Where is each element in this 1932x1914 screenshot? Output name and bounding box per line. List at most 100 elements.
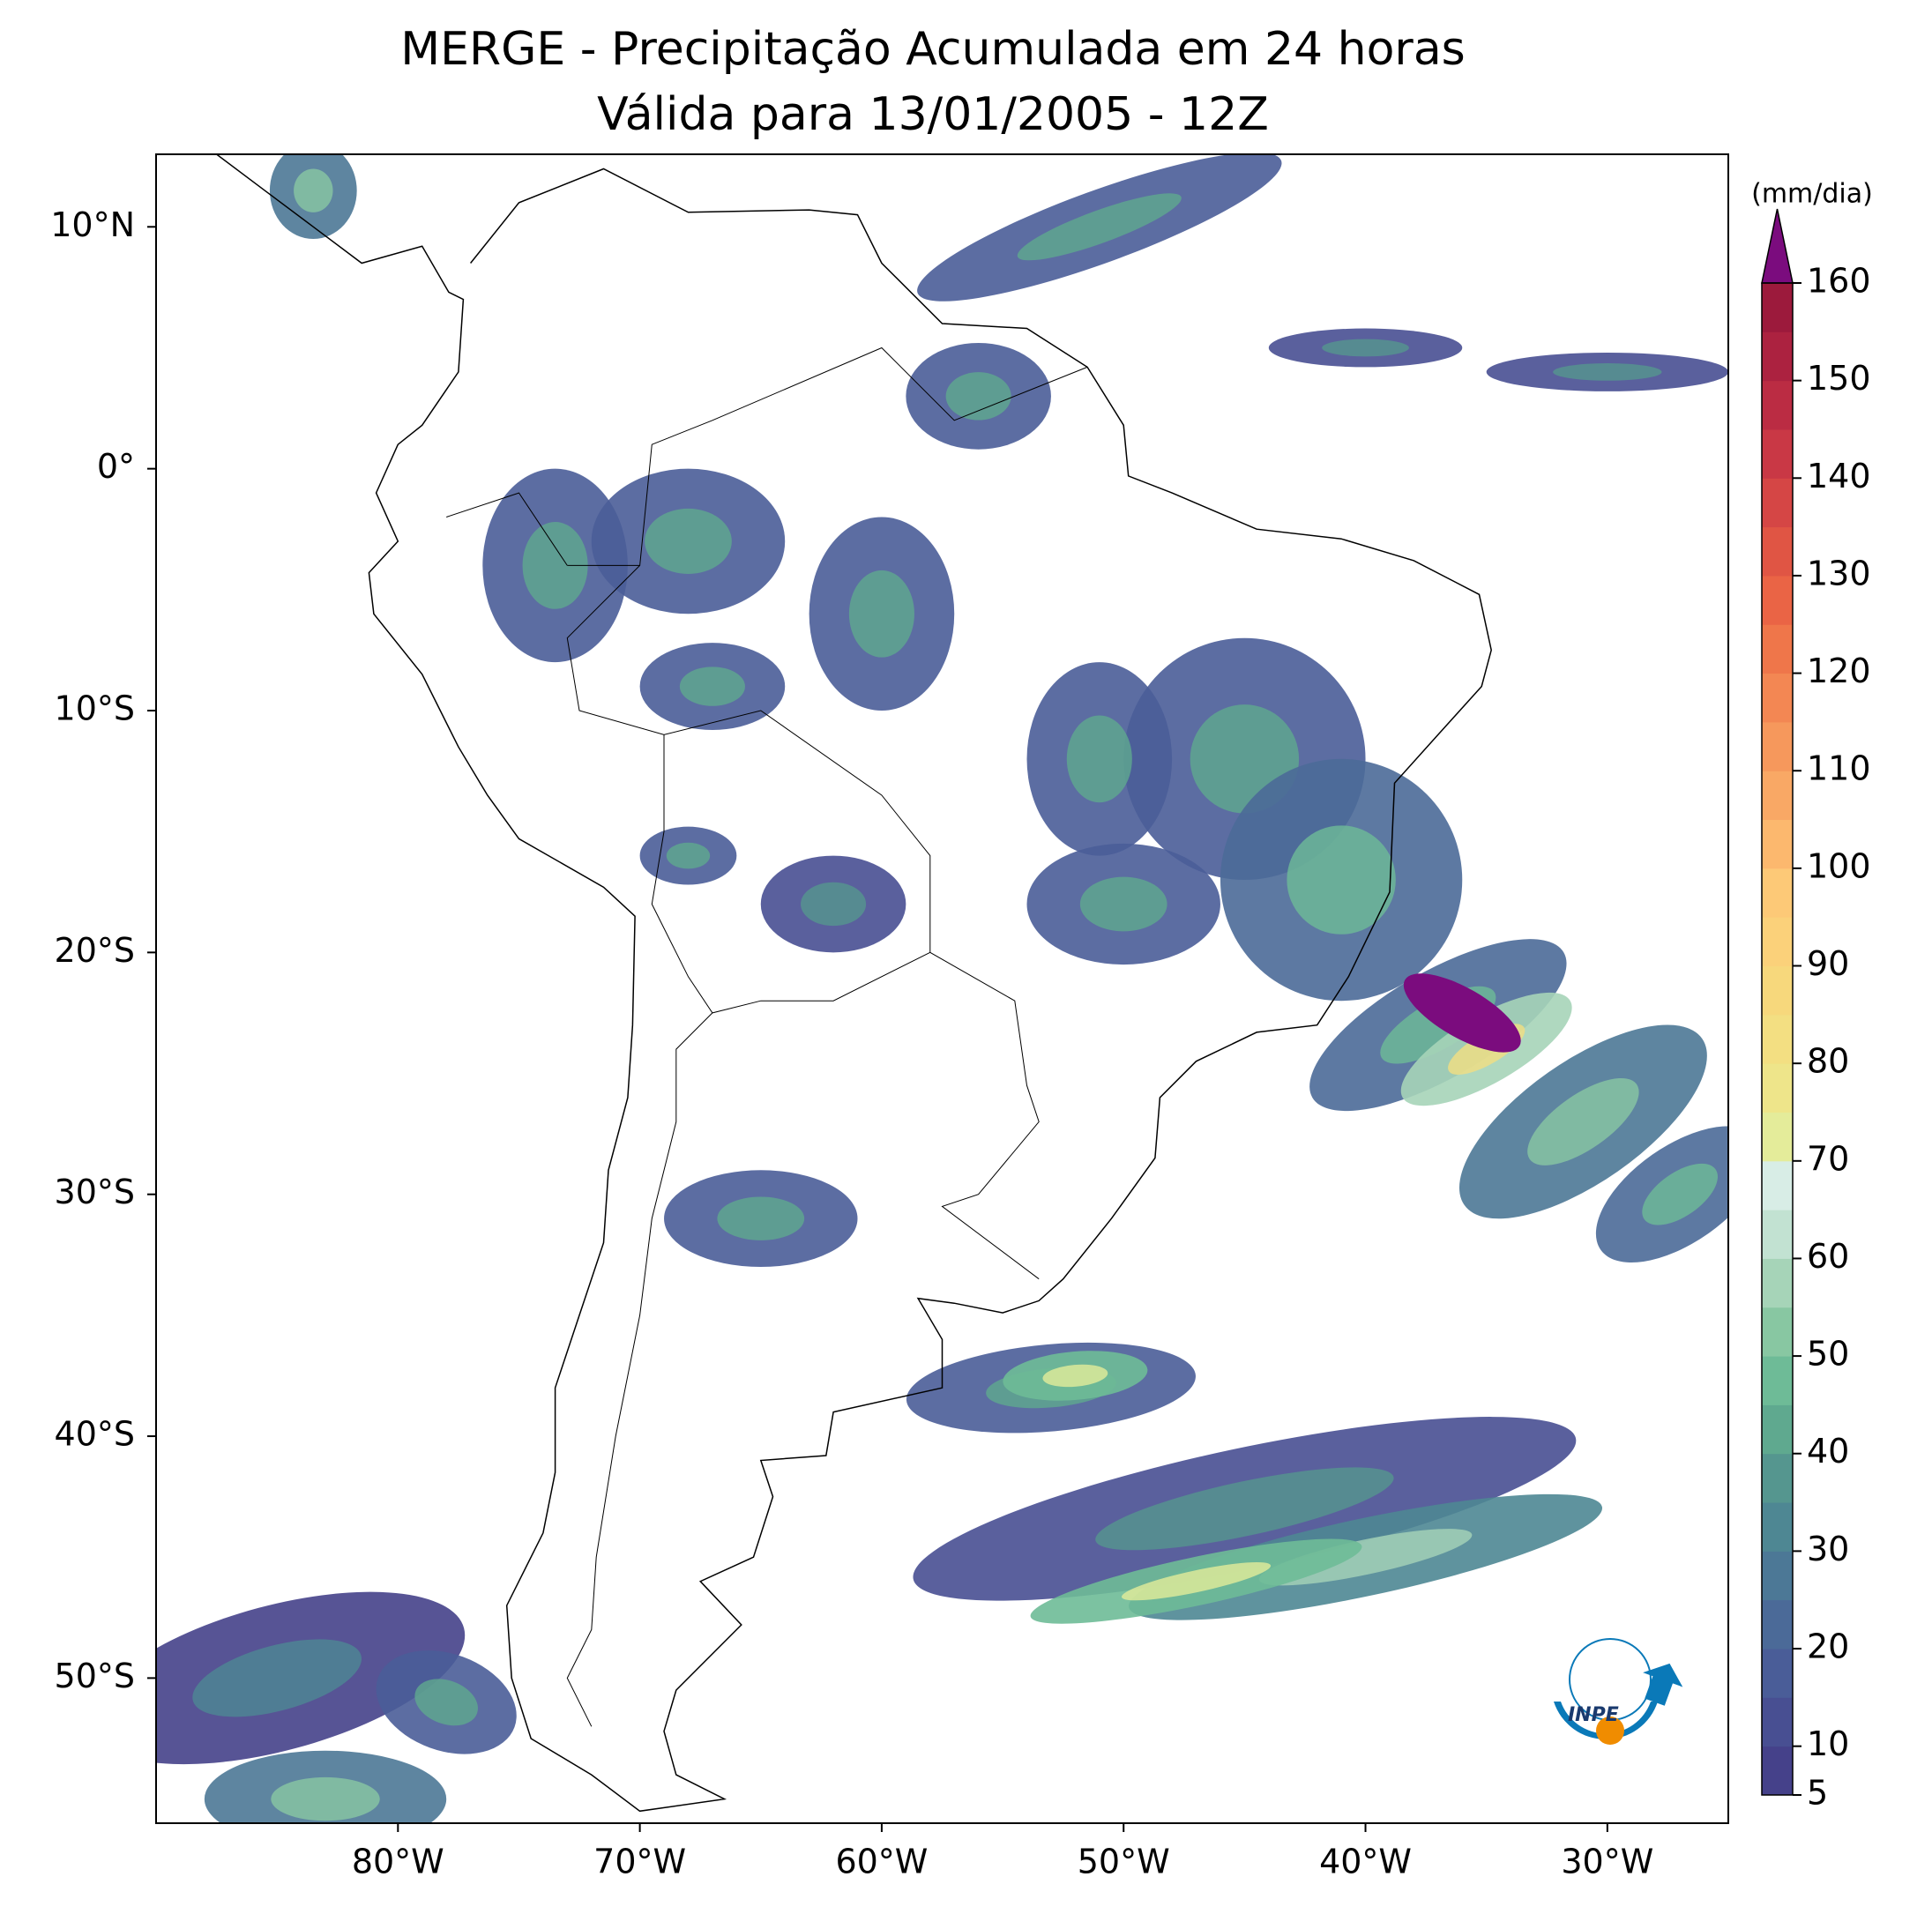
colorbar-tick-label: 5	[1807, 1774, 1828, 1813]
colorbar-band	[1762, 1697, 1793, 1747]
colorbar-tick-label: 120	[1807, 652, 1871, 690]
colorbar-band	[1762, 771, 1793, 821]
logo-sun	[1596, 1717, 1624, 1745]
precip-core	[1403, 973, 1521, 1053]
colorbar-band	[1762, 1599, 1793, 1650]
logo-text: INPE	[1568, 1704, 1619, 1726]
coastline	[213, 154, 1492, 1813]
colorbar-band	[1762, 917, 1793, 967]
colorbar-tick-label: 130	[1807, 554, 1871, 592]
y-tick-label: 20°S	[55, 931, 135, 970]
precip-core	[1527, 1077, 1639, 1166]
precip-core	[1322, 339, 1409, 357]
colorbar-band	[1762, 1404, 1793, 1455]
colorbar-tick-label: 70	[1807, 1139, 1849, 1178]
colorbar-band	[1762, 1014, 1793, 1064]
colorbar-tick-label: 60	[1807, 1237, 1849, 1276]
precip-core	[848, 570, 914, 658]
colorbar-band	[1762, 1258, 1793, 1308]
country-border	[566, 565, 1040, 1280]
colorbar-unit: (mm/dia)	[1751, 179, 1873, 210]
precip-core	[645, 508, 732, 574]
colorbar-band	[1762, 526, 1793, 577]
colorbar-tick-label: 40	[1807, 1432, 1849, 1471]
plot-area	[156, 154, 1728, 1823]
y-tick-label: 10°S	[55, 689, 135, 728]
colorbar-band	[1762, 673, 1793, 723]
colorbar-tick-label: 10	[1807, 1724, 1849, 1763]
precip-core	[192, 1639, 362, 1717]
colorbar-tick-label: 150	[1807, 359, 1871, 398]
colorbar-frame	[1761, 282, 1794, 1796]
colorbar-band	[1762, 1307, 1793, 1357]
colorbar-band	[1762, 380, 1793, 430]
x-tick-label: 60°W	[835, 1843, 928, 1881]
x-tick-label: 50°W	[1078, 1843, 1170, 1881]
colorbar-band	[1762, 283, 1793, 332]
precip-core	[522, 522, 588, 609]
precip-core	[1042, 1364, 1108, 1388]
precip-core	[414, 1679, 478, 1726]
y-tick-label: 40°S	[55, 1415, 135, 1454]
x-tick-label: 40°W	[1319, 1843, 1412, 1881]
colorbar-band	[1762, 721, 1793, 771]
colorbar-band	[1762, 428, 1793, 479]
precip-core	[1287, 825, 1396, 935]
colorbar-band	[1762, 1502, 1793, 1552]
colorbar-extend	[1761, 208, 1794, 284]
colorbar-band	[1762, 1356, 1793, 1405]
colorbar-band	[1762, 331, 1793, 382]
precip-core	[679, 667, 745, 706]
precip-core	[1017, 193, 1182, 261]
map-subtitle: Válida para 13/01/2005 - 12Z	[597, 88, 1269, 141]
precip-core	[801, 882, 867, 927]
colorbar-tick-label: 80	[1807, 1042, 1849, 1081]
precip-core	[1079, 876, 1167, 932]
colorbar-band	[1762, 478, 1793, 528]
logo: INPE	[1521, 1617, 1706, 1792]
precip-core	[666, 842, 711, 869]
colorbar-band	[1762, 1746, 1793, 1796]
plot-frame	[155, 153, 1729, 1824]
colorbar-band	[1762, 1063, 1793, 1113]
x-tick-label: 30°W	[1561, 1843, 1653, 1881]
precip-core	[1642, 1163, 1718, 1225]
logo-arrow	[1643, 1663, 1683, 1706]
colorbar-band	[1762, 1649, 1793, 1698]
colorbar-tick-label: 30	[1807, 1530, 1849, 1568]
y-tick-label: 0°	[97, 447, 135, 486]
colorbar-tick-label: 20	[1807, 1627, 1849, 1666]
colorbar-band	[1762, 575, 1793, 625]
country-border	[566, 1012, 713, 1727]
colorbar-band	[1762, 1112, 1793, 1162]
colorbar-band	[1762, 1453, 1793, 1503]
colorbar: 5 10 20 30 40 50 60 70 80 90 100 110 120 130 140 150 160	[1761, 208, 1871, 1813]
colorbar-band	[1762, 868, 1793, 918]
y-tick-label: 10°N	[50, 205, 135, 244]
colorbar-band	[1762, 1160, 1793, 1210]
precip-core	[1553, 363, 1662, 381]
colorbar-band	[1762, 1210, 1793, 1259]
precip-core	[1095, 1467, 1394, 1551]
precip-core	[271, 1776, 380, 1821]
country-border	[446, 492, 568, 566]
colorbar-tick-label: 100	[1807, 846, 1871, 885]
precip-core	[717, 1196, 805, 1240]
x-tick-label: 80°W	[352, 1843, 444, 1881]
colorbar-tick-label: 160	[1807, 262, 1871, 301]
precip-core	[1066, 715, 1132, 803]
colorbar-tick-label: 140	[1807, 457, 1871, 495]
colorbar-tick-label: 50	[1807, 1335, 1849, 1374]
x-tick-label: 70°W	[593, 1843, 686, 1881]
precip-core	[945, 372, 1011, 421]
precip-core	[1121, 1562, 1272, 1601]
country-border	[651, 734, 931, 1014]
colorbar-band	[1762, 1551, 1793, 1601]
y-tick-label: 50°S	[55, 1657, 135, 1695]
colorbar-band	[1762, 819, 1793, 869]
map-title: MERGE - Precipitação Acumulada em 24 hor…	[400, 23, 1466, 76]
colorbar-tick-label: 110	[1807, 749, 1871, 788]
logo-box	[1521, 1617, 1706, 1792]
logo-swoosh	[1554, 1702, 1658, 1739]
colorbar-tick-label: 90	[1807, 944, 1849, 983]
